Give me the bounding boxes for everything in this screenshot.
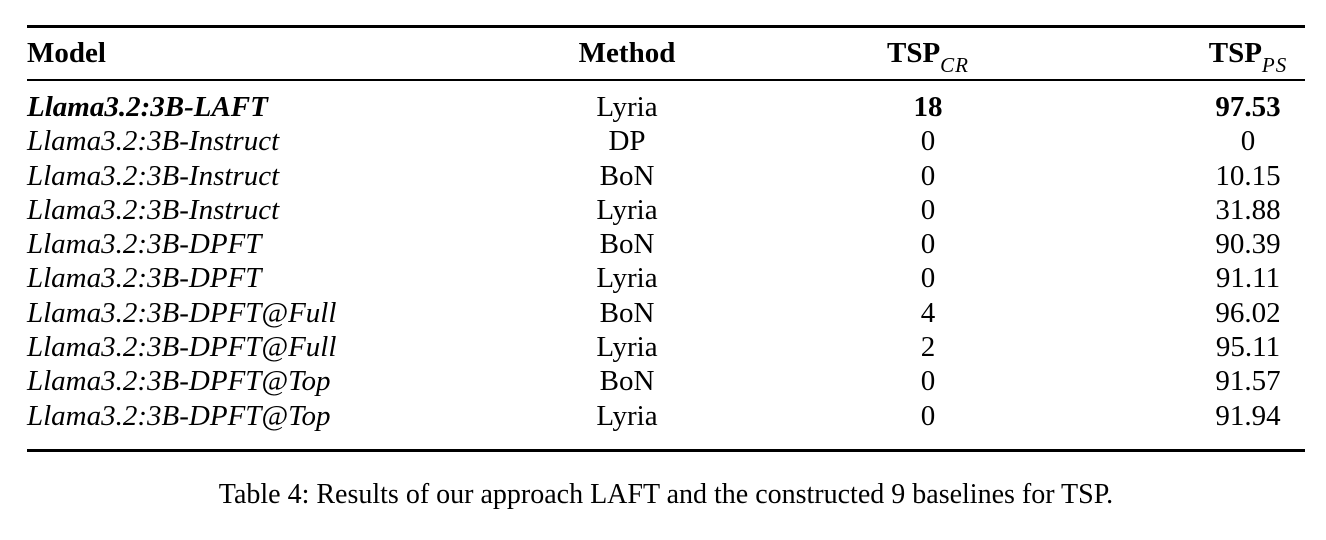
method-cell: BoN xyxy=(599,159,655,192)
tsp-cr-cell: 0 xyxy=(920,125,936,158)
tsp-cr-cell: 4 xyxy=(920,296,936,329)
method-cell: BoN xyxy=(599,228,655,261)
tsp-ps-cell: 97.53 xyxy=(1215,91,1281,123)
method-cell: BoN xyxy=(599,365,655,398)
tsp-ps-cell: 96.02 xyxy=(1215,296,1281,329)
tsp-cr-cell: 0 xyxy=(920,159,936,192)
method-cell: Lyria xyxy=(596,262,658,295)
table-header-row: Model Method TSPCR TSPPS xyxy=(27,28,1305,79)
table-body: Llama3.2:3B-LAFT Lyria 18 97.53 Llama3.2… xyxy=(27,81,1305,449)
tsp-ps-cell: 91.11 xyxy=(1215,262,1281,295)
column-header-tsp-ps: TSPPS xyxy=(1209,28,1288,79)
model-cell: Llama3.2:3B-Instruct xyxy=(27,193,280,226)
table-row: Llama3.2:3B-DPFT@Top BoN 0 91.57 xyxy=(27,364,1305,398)
tsp-ps-cell: 31.88 xyxy=(1215,193,1281,226)
tsp-ps-cell: 10.15 xyxy=(1215,159,1281,192)
tsp-cr-cell: 0 xyxy=(920,193,936,226)
method-cell: DP xyxy=(608,125,646,158)
tsp-cr-cell: 0 xyxy=(920,262,936,295)
tsp-cr-cell: 0 xyxy=(920,399,936,432)
model-cell: Llama3.2:3B-DPFT@Full xyxy=(27,331,337,364)
table-bottom-rule xyxy=(27,448,1305,452)
tsp-ps-cell: 91.94 xyxy=(1215,399,1281,432)
model-cell: Llama3.2:3B-DPFT xyxy=(27,228,262,261)
table-mid-rule xyxy=(27,79,1305,81)
table-row: Llama3.2:3B-Instruct Lyria 0 31.88 xyxy=(27,193,1305,227)
method-cell: Lyria xyxy=(596,91,658,123)
tsp-cr-cell: 18 xyxy=(913,91,943,123)
tsp-ps-cell: 90.39 xyxy=(1215,228,1281,261)
table-row: Llama3.2:3B-Instruct DP 0 0 xyxy=(27,124,1305,158)
table-top-rule xyxy=(27,25,1305,28)
method-cell: BoN xyxy=(599,296,655,329)
model-cell: Llama3.2:3B-DPFT@Top xyxy=(27,365,331,398)
table-row: Llama3.2:3B-DPFT Lyria 0 91.11 xyxy=(27,261,1305,295)
tsp-ps-cell: 91.57 xyxy=(1215,365,1281,398)
column-header-method: Method xyxy=(578,37,676,69)
tsp-cr-label: TSP xyxy=(886,37,941,69)
model-cell: Llama3.2:3B-LAFT xyxy=(27,91,268,123)
table-row: Llama3.2:3B-DPFT@Top Lyria 0 91.94 xyxy=(27,399,1305,433)
table-row: Llama3.2:3B-DPFT@Full Lyria 2 95.11 xyxy=(27,330,1305,364)
table-row: Llama3.2:3B-Instruct BoN 0 10.15 xyxy=(27,159,1305,193)
column-header-tsp-cr: TSPCR xyxy=(887,28,969,79)
table-row: Llama3.2:3B-LAFT Lyria 18 97.53 xyxy=(27,90,1305,124)
table-row: Llama3.2:3B-DPFT@Full BoN 4 96.02 xyxy=(27,296,1305,330)
model-cell: Llama3.2:3B-DPFT@Full xyxy=(27,296,337,329)
tsp-cr-cell: 2 xyxy=(920,331,936,364)
tsp-ps-cell: 0 xyxy=(1240,125,1256,158)
tsp-ps-subscript: PS xyxy=(1261,52,1288,77)
model-cell: Llama3.2:3B-Instruct xyxy=(27,125,280,158)
model-cell: Llama3.2:3B-DPFT xyxy=(27,262,262,295)
tsp-ps-cell: 95.11 xyxy=(1215,331,1281,364)
tsp-cr-cell: 0 xyxy=(920,365,936,398)
method-cell: Lyria xyxy=(596,399,658,432)
column-header-model: Model xyxy=(27,37,106,69)
results-table: Model Method TSPCR TSPPS Llama3.2:3B-LAF… xyxy=(27,25,1305,452)
model-cell: Llama3.2:3B-DPFT@Top xyxy=(27,399,331,432)
method-cell: Lyria xyxy=(596,331,658,364)
tsp-cr-cell: 0 xyxy=(920,228,936,261)
model-cell: Llama3.2:3B-Instruct xyxy=(27,159,280,192)
tsp-cr-subscript: CR xyxy=(940,52,970,77)
tsp-ps-label: TSP xyxy=(1208,37,1262,69)
method-cell: Lyria xyxy=(596,193,658,226)
table-caption: Table 4: Results of our approach LAFT an… xyxy=(218,479,1114,510)
table-row: Llama3.2:3B-DPFT BoN 0 90.39 xyxy=(27,227,1305,261)
